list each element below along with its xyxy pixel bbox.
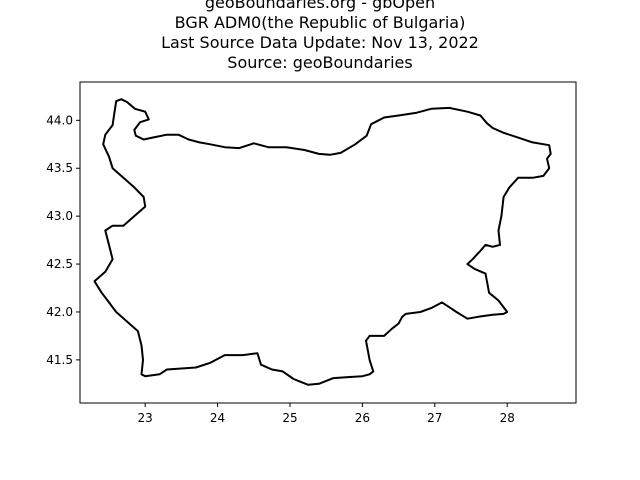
title-line-4: Source: geoBoundaries <box>227 53 413 72</box>
x-tick-label: 25 <box>282 411 297 425</box>
y-tick-label: 43.5 <box>46 161 73 175</box>
plot-frame <box>79 81 577 404</box>
y-tick-label: 42.5 <box>46 257 73 271</box>
y-tick-label: 42.0 <box>46 305 73 319</box>
x-tick-label: 23 <box>138 411 153 425</box>
x-tick-label: 24 <box>210 411 225 425</box>
x-tick-label: 28 <box>500 411 515 425</box>
x-tick-label: 27 <box>427 411 442 425</box>
y-tick-label: 43.0 <box>46 209 73 223</box>
y-axis: 41.5 42.0 42.5 43.0 43.5 44.0 <box>46 113 80 367</box>
x-axis: 23 24 25 26 27 28 <box>138 403 515 425</box>
title-line-3: Last Source Data Update: Nov 13, 2022 <box>161 33 479 52</box>
map-title: geoBoundaries.org - gbOpen BGR ADM0(the … <box>0 0 640 73</box>
x-tick-label: 26 <box>355 411 370 425</box>
title-line-1: geoBoundaries.org - gbOpen <box>204 0 436 12</box>
country-boundary <box>93 98 552 386</box>
y-tick-label: 44.0 <box>46 113 73 127</box>
y-tick-label: 41.5 <box>46 353 73 367</box>
title-line-2: BGR ADM0(the Republic of Bulgaria) <box>174 13 466 32</box>
